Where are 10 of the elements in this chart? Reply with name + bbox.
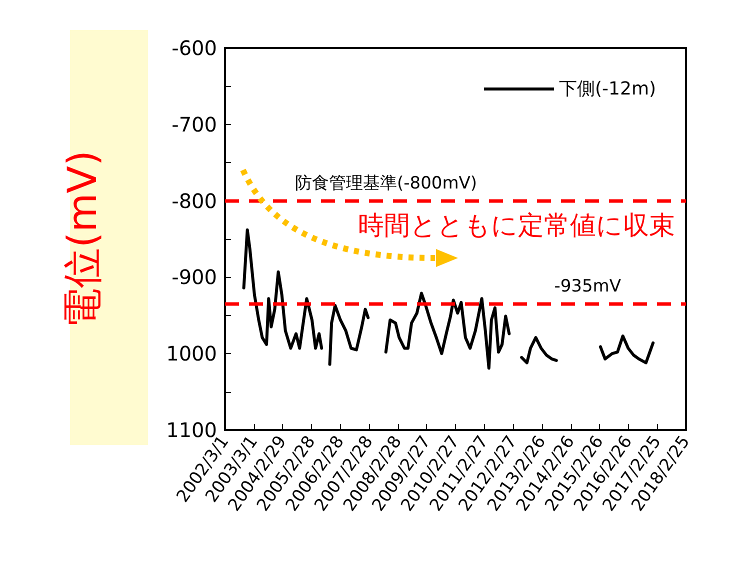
legend-label: 下側(-12m) — [559, 78, 656, 100]
y-tick-label: -800 — [172, 188, 217, 213]
y-tick-label: -900 — [172, 265, 217, 290]
y-tick-label: -700 — [172, 112, 217, 136]
ref-line-label: -935mV — [554, 276, 622, 296]
y-axis-title: 電位(mV) — [60, 150, 106, 328]
annotation: 時間とともに定常値に収束 — [358, 211, 675, 241]
ref-line-label: 防食管理基準(-800mV) — [295, 173, 478, 194]
y-tick-label: 1000 — [166, 342, 217, 366]
y-tick-label: -600 — [172, 36, 217, 60]
